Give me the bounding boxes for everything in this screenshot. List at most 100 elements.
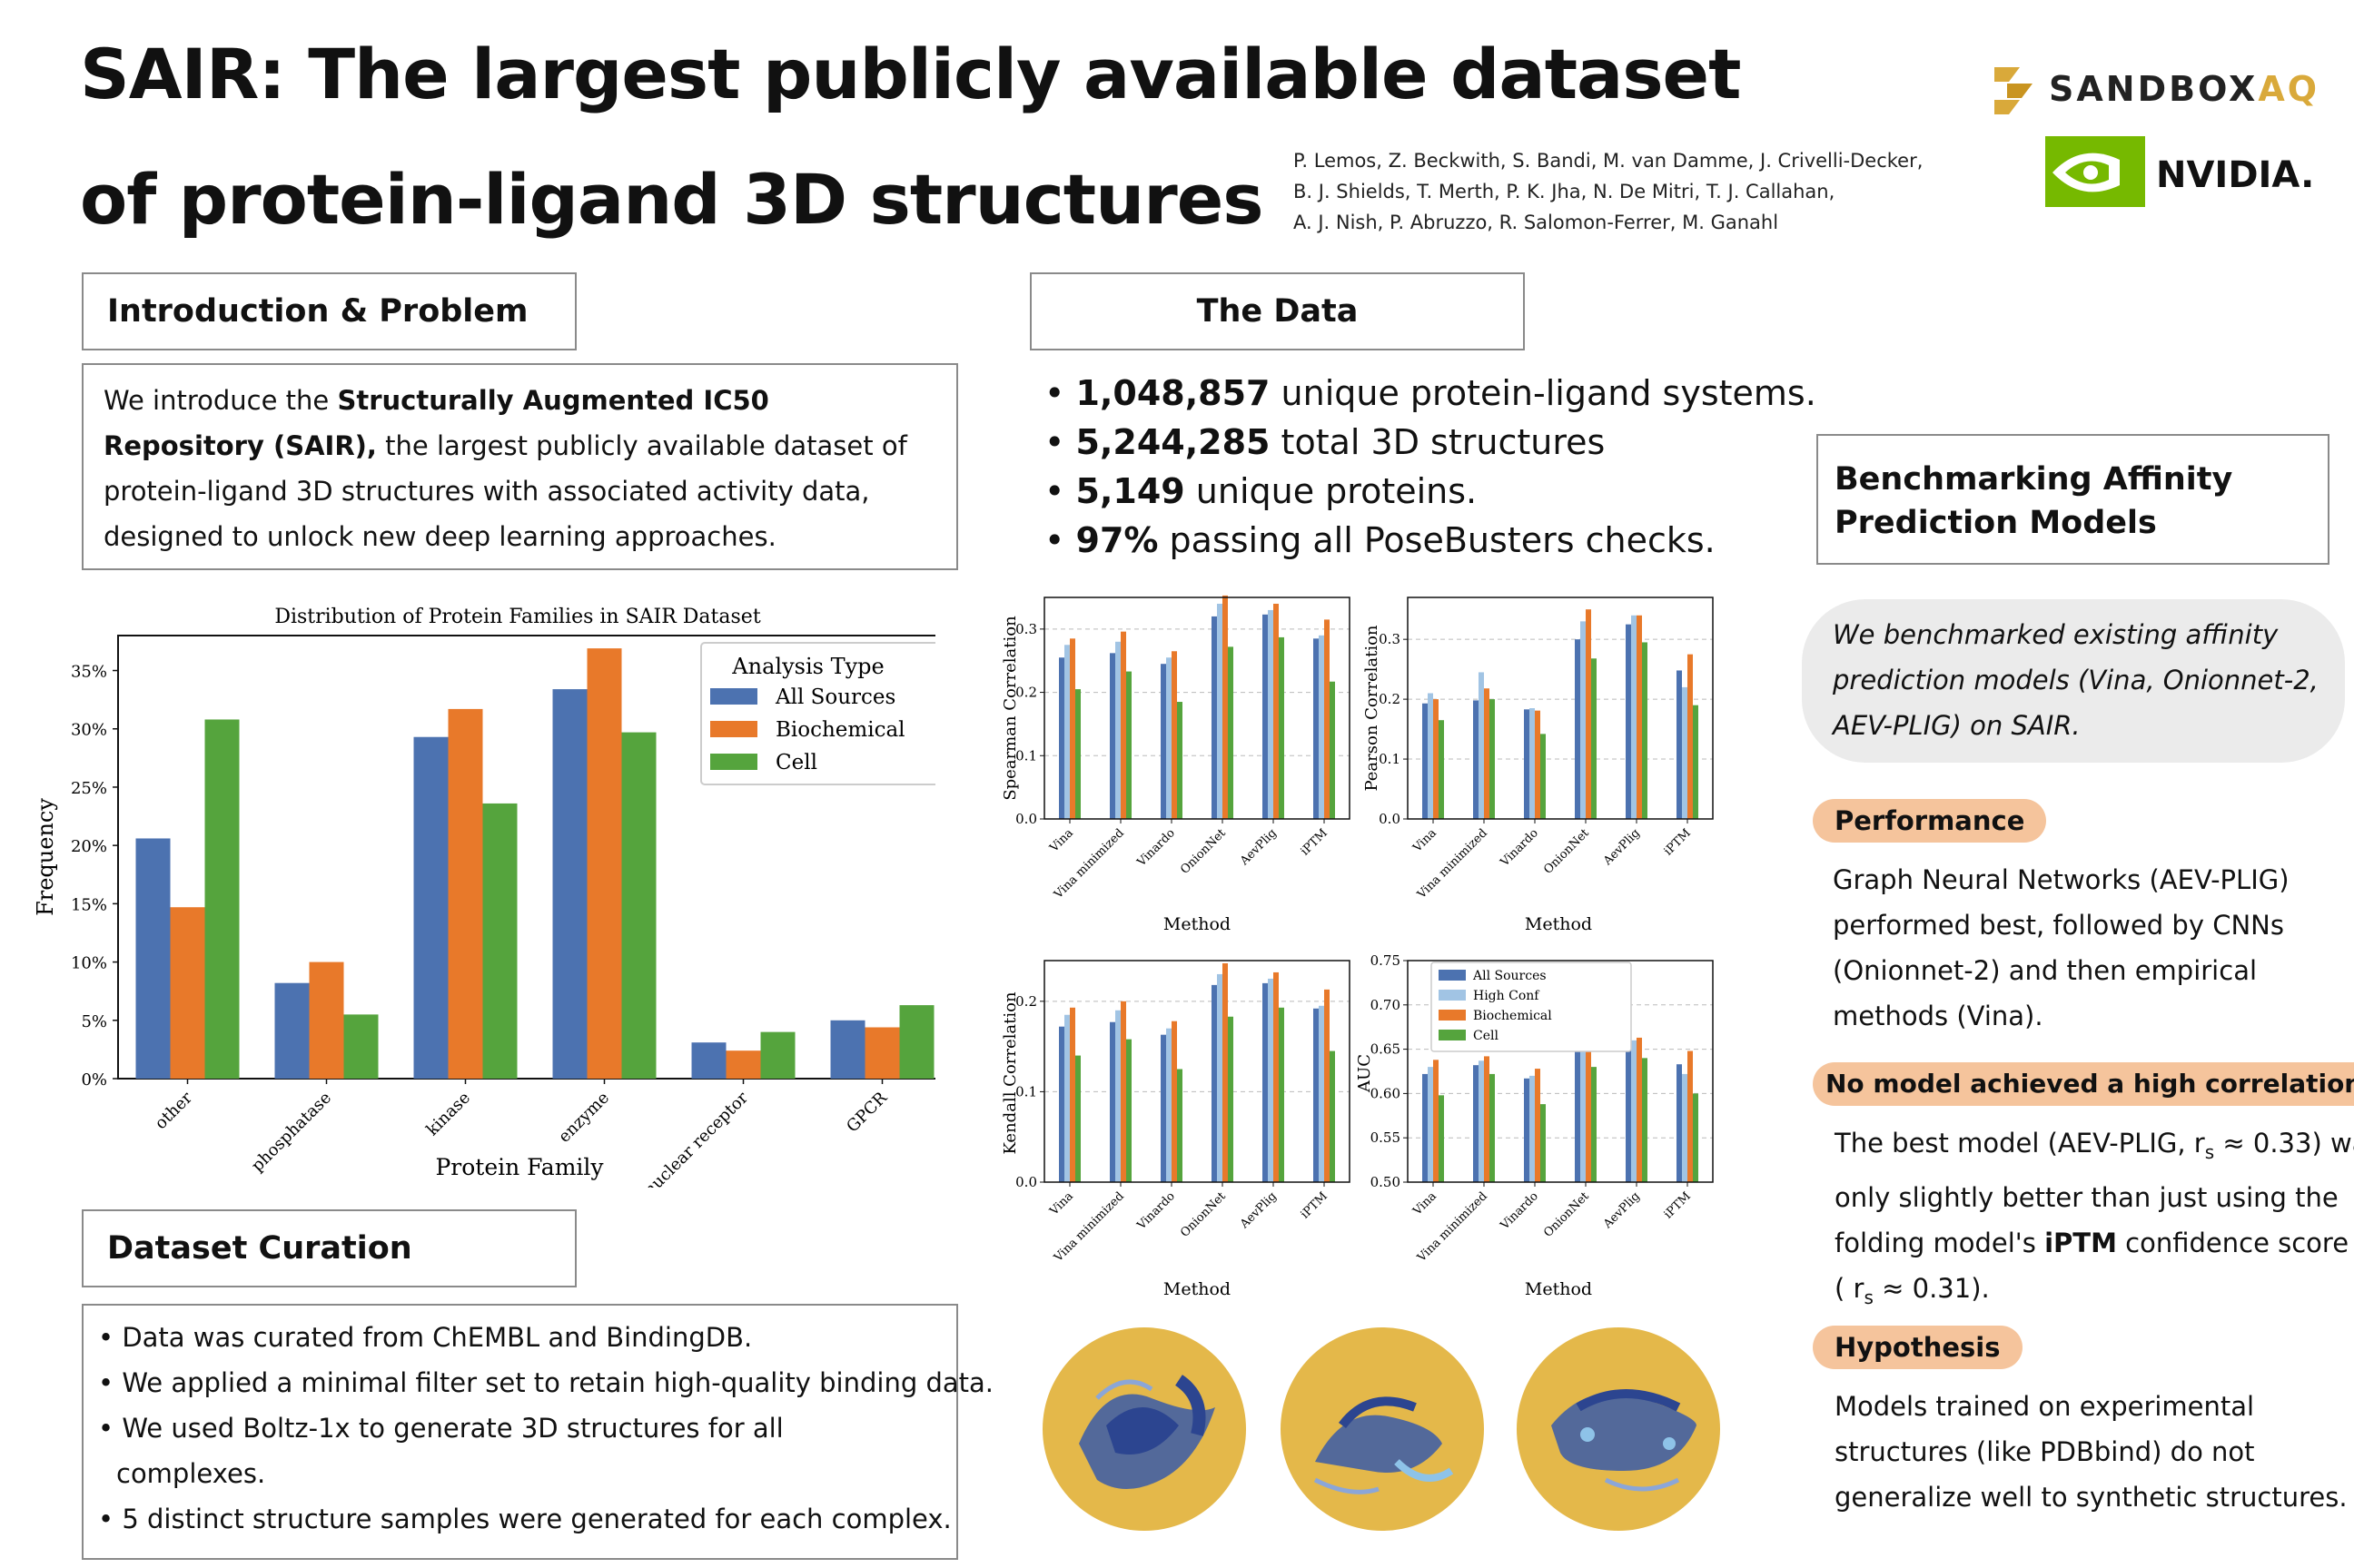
bar-high-conf <box>1115 1010 1121 1182</box>
bar-biochemical <box>1687 1050 1693 1182</box>
nvidia-eye-icon <box>2045 136 2145 207</box>
bar-cell <box>1540 1104 1546 1182</box>
sandboxaq-logo: SANDBOXAQ <box>1987 62 2317 118</box>
bar-high-conf <box>1319 635 1324 819</box>
y-tick-label: 0.2 <box>1379 691 1400 707</box>
data-header-text: The Data <box>1196 293 1359 330</box>
x-tick-label: Vinardo <box>1134 826 1178 870</box>
protein-structure-image-2 <box>1281 1327 1484 1531</box>
auc-legend-label: Biochemical <box>1473 1009 1552 1023</box>
xlabel-auc: Method <box>1525 1279 1592 1299</box>
x-tick-label: Vinardo <box>1498 1189 1541 1233</box>
x-tick-label: OnionNet <box>1178 826 1229 877</box>
x-tick-label: kinase <box>423 1089 474 1139</box>
bar-cell <box>1489 1073 1495 1182</box>
auc-legend-swatch <box>1439 1030 1466 1040</box>
bar-all-sources <box>1313 1008 1319 1182</box>
nvidia-logo: NVIDIA. <box>2045 136 2318 209</box>
sandbox-text: SANDBOX <box>2049 69 2259 109</box>
data-bullets: • 1,048,857 unique protein-ligand system… <box>1044 369 1816 565</box>
data-bullet-text: unique protein-ligand systems. <box>1270 373 1816 413</box>
bar-biochemical <box>1433 699 1439 819</box>
auc-legend-swatch <box>1439 1010 1466 1021</box>
data-bullet-number: 97% <box>1075 520 1159 560</box>
bar-biochemical <box>1070 638 1075 819</box>
hypothesis-text: Models trained on experimental structure… <box>1835 1384 2348 1520</box>
bar-all-sources <box>1262 982 1268 1182</box>
no-model-line4-post: ≈ 0.31). <box>1873 1272 1990 1304</box>
bar-all-sources <box>1161 664 1166 819</box>
bar-biochemical <box>1172 651 1177 819</box>
bar-all-sources <box>1575 1044 1580 1182</box>
data-bullet-number: 1,048,857 <box>1075 373 1271 413</box>
plot-frame <box>1407 960 1714 1183</box>
bar-high-conf <box>1580 621 1586 819</box>
bar-high-conf <box>1479 672 1484 819</box>
y-tick-label: 0.1 <box>1015 747 1037 764</box>
bar-biochemical <box>865 1027 900 1079</box>
bar-high-conf <box>1217 603 1222 819</box>
no-model-line: The best model (AEV-PLIG, rs ≈ 0.33) was <box>1835 1120 2354 1175</box>
bar-all-sources <box>1110 1021 1115 1182</box>
bench-intro-line: prediction models (Vina, Onionnet-2, <box>1833 665 2319 695</box>
bar-cell <box>204 719 240 1079</box>
x-tick-label: Vina <box>1047 1189 1076 1218</box>
intro-paragraph: We introduce the Structurally Augmented … <box>82 363 958 570</box>
bar-cell <box>1177 702 1182 819</box>
author-line: B. J. Shields, T. Merth, P. K. Jha, N. D… <box>1293 181 1835 202</box>
x-tick-label: Vinardo <box>1134 1189 1178 1233</box>
x-tick-label: Vinardo <box>1498 826 1541 870</box>
no-model-line3-pre: folding model's <box>1835 1227 2045 1258</box>
no-model-label: No model achieved a high correlation. <box>1813 1062 2354 1106</box>
bar-high-conf <box>1580 1040 1586 1182</box>
performance-line: (Onionnet-2) and then empirical <box>1833 955 2258 986</box>
curation-bullet: • We used Boltz-1x to generate 3D struct… <box>98 1413 784 1489</box>
auc-legend-swatch <box>1439 990 1466 1001</box>
bar-all-sources <box>1473 1065 1479 1182</box>
x-tick-label: AevPlig <box>1237 826 1280 869</box>
hypothesis-label: Hypothesis <box>1813 1326 2023 1369</box>
bar-high-conf <box>1631 1040 1637 1182</box>
x-tick-label: AevPlig <box>1237 1189 1280 1232</box>
curation-bullet: • We applied a minimal filter set to ret… <box>98 1367 994 1398</box>
x-tick-label: iPTM <box>1299 1189 1330 1221</box>
bar-biochemical <box>1324 989 1330 1182</box>
bar-biochemical <box>1433 1060 1439 1182</box>
bar-all-sources <box>552 689 588 1079</box>
x-tick-label: Vina <box>1047 826 1076 855</box>
bar-cell <box>1279 1007 1284 1182</box>
bar-cell <box>1591 1067 1597 1182</box>
bar-biochemical <box>1121 631 1126 819</box>
bar-all-sources <box>1313 638 1319 819</box>
intro-post: the largest publicly available dataset o… <box>104 430 907 552</box>
x-tick-label: phosphatase <box>248 1089 335 1176</box>
data-bullet: • 1,048,857 unique protein-ligand system… <box>1044 373 1816 413</box>
bench-header-line: Benchmarking Affinity <box>1835 461 2233 498</box>
chart-title: Distribution of Protein Families in SAIR… <box>274 606 760 628</box>
data-bullet-text: passing all PoseBusters checks. <box>1158 520 1716 560</box>
bar-all-sources <box>1212 616 1217 819</box>
bar-all-sources <box>1422 1073 1428 1182</box>
nvidia-text: NVIDIA. <box>2156 154 2315 196</box>
bar-high-conf <box>1682 1073 1687 1182</box>
data-bullet-number: 5,149 <box>1075 471 1185 511</box>
hypothesis-line: Models trained on experimental <box>1835 1391 2255 1422</box>
x-tick-label: other <box>152 1088 197 1133</box>
bar-all-sources <box>1059 1026 1064 1182</box>
bar-biochemical <box>1687 654 1693 819</box>
x-tick-label: Vina <box>1410 826 1439 855</box>
legend-swatch-all <box>710 688 757 705</box>
sandboxaq-mark-icon <box>1994 67 2033 114</box>
intro-pre: We introduce the <box>104 385 338 416</box>
data-bullet: • 97% passing all PoseBusters checks. <box>1044 520 1716 560</box>
bar-high-conf <box>1064 1014 1070 1182</box>
y-tick-label: 0.55 <box>1370 1129 1400 1146</box>
y-tick-label: 10% <box>71 954 107 973</box>
data-bullet: • 5,149 unique proteins. <box>1044 471 1478 511</box>
bar-biochemical <box>1121 1001 1126 1182</box>
data-bullet-text: unique proteins. <box>1184 471 1478 511</box>
bar-high-conf <box>1529 1075 1535 1182</box>
intro-header-text: Introduction & Problem <box>107 293 529 330</box>
bar-cell <box>1075 689 1081 819</box>
plot-frame <box>1407 597 1714 820</box>
